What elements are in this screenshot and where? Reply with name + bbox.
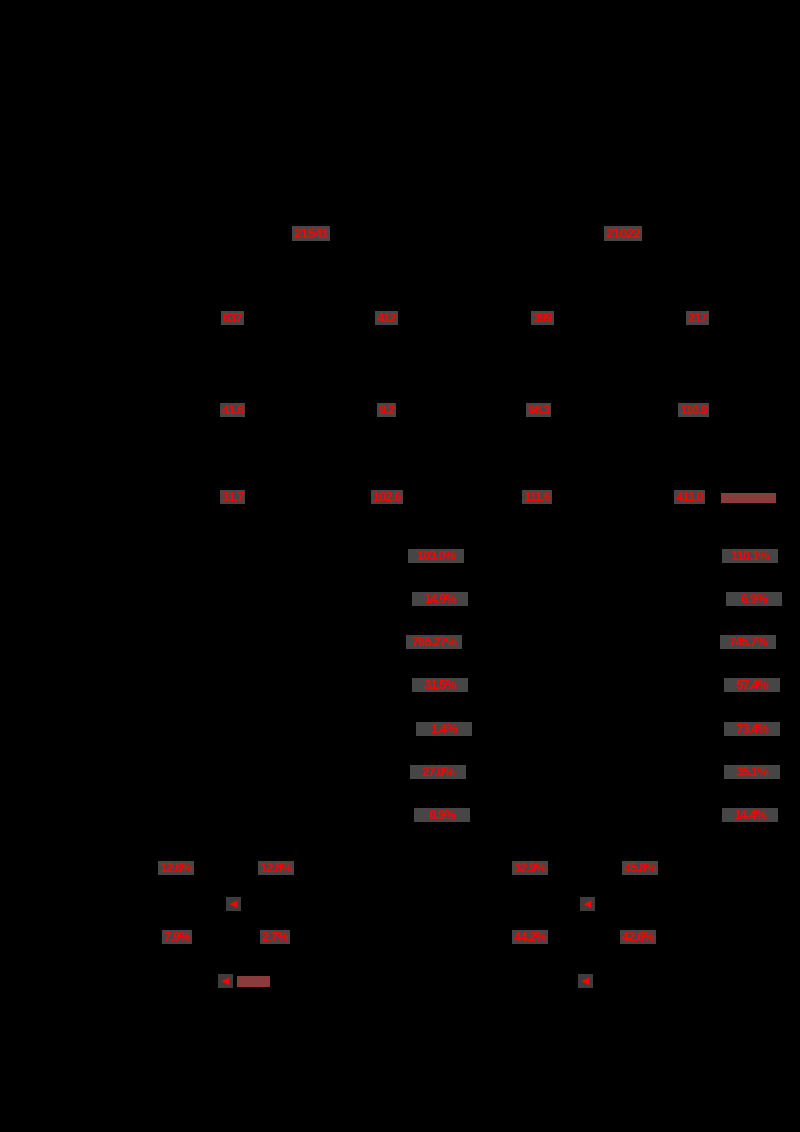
fishbone-value: 32.9%: [512, 860, 548, 875]
percent-badge: 31.5%: [412, 678, 468, 692]
flagged-value: 111.6: [522, 489, 553, 504]
flagged-value: 98.3: [526, 402, 552, 417]
left-pointer-icon: ◄: [218, 973, 233, 988]
fishbone-value: 44.2%: [512, 929, 548, 944]
fishbone-value: 7.9%: [162, 929, 192, 944]
percent-badge: 35.1%: [724, 765, 780, 779]
fishbone-value: 2.7%: [260, 929, 290, 944]
flagged-value: 21022: [604, 225, 642, 241]
percent-badge: 27.0%: [410, 765, 466, 779]
percent-badge: 8.9%: [414, 808, 470, 822]
percent-badge: 6.9%: [726, 592, 782, 606]
percent-badge: 1.4%: [416, 722, 472, 736]
flagged-value: 217: [686, 310, 709, 325]
left-pointer-icon: ◄: [578, 973, 593, 988]
percent-badge: 103.0%: [408, 549, 464, 563]
percent-badge: 765.27%: [406, 635, 462, 649]
flagged-value: 110.9: [678, 402, 709, 417]
left-pointer-icon: ◄: [580, 896, 595, 911]
flagged-value: 412: [375, 310, 398, 325]
flagged-value: 399: [531, 310, 554, 325]
percent-badge: 110.1%: [722, 549, 778, 563]
flagged-value: 31.7: [220, 489, 246, 504]
flagged-value: 411.0: [674, 489, 705, 504]
highlight-bar: [721, 493, 776, 503]
flagged-value: 21541: [292, 225, 330, 241]
percent-badge: 14.4%: [722, 808, 778, 822]
percent-badge: 14.9%: [412, 592, 468, 606]
percent-badge: 73.4%: [724, 722, 780, 736]
flagged-value: 41.6: [220, 402, 246, 417]
flagged-value: 637: [221, 310, 244, 325]
fishbone-value: 12.6%: [158, 860, 194, 875]
fishbone-value: 42.6%: [620, 929, 656, 944]
left-pointer-icon: ◄: [226, 896, 241, 911]
fishbone-value: 45.8%: [622, 860, 658, 875]
highlight-bar: [237, 976, 270, 987]
fishbone-value: 12.8%: [258, 860, 294, 875]
flagged-value: 9.2: [377, 402, 397, 417]
percent-badge: 745.7%: [720, 635, 776, 649]
flagged-value: 102.6: [371, 489, 403, 504]
percent-badge: 57.4%: [724, 678, 780, 692]
